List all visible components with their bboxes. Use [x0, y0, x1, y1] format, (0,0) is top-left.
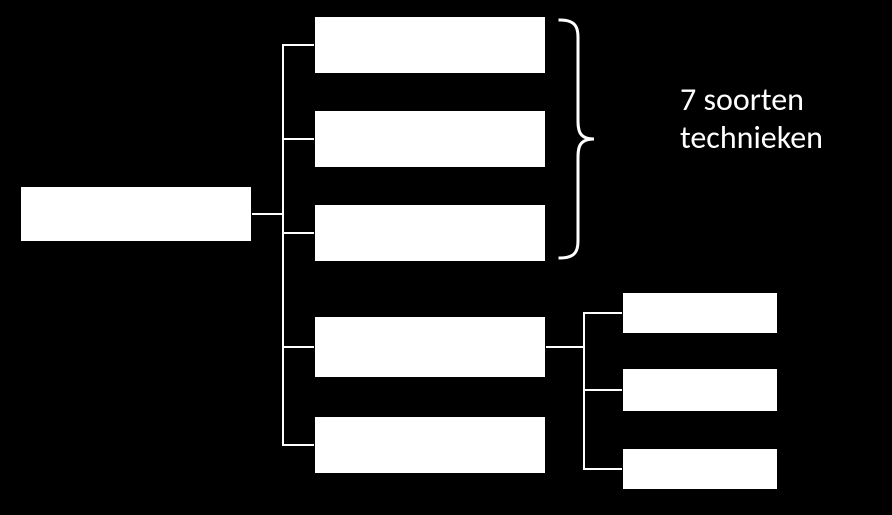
node-c5 [314, 416, 546, 474]
node-c2 [314, 110, 546, 168]
node-g2 [622, 368, 778, 412]
diagram-canvas: 7 soorten technieken [0, 0, 892, 515]
brace-label-line2: technieken [680, 118, 823, 157]
node-g3 [622, 448, 778, 490]
node-c3 [314, 204, 546, 262]
node-g1 [622, 292, 778, 334]
brace-label-line1: 7 soorten [680, 80, 804, 119]
node-c4 [314, 316, 546, 378]
node-c1 [314, 16, 546, 74]
node-root [20, 186, 252, 242]
